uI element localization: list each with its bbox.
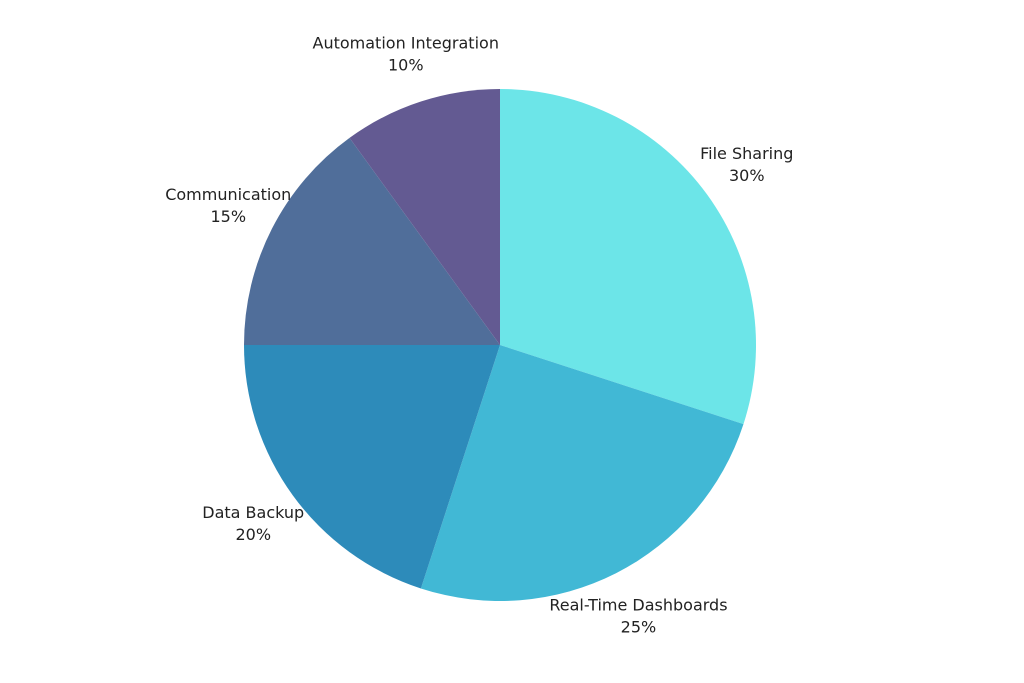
slice-label: File Sharing (700, 144, 793, 163)
slice-value-label: 15% (210, 207, 246, 226)
slice-value-label: 30% (729, 166, 765, 185)
slice-label: Real-Time Dashboards (549, 595, 727, 614)
pie-slice (244, 137, 500, 345)
slice-value-label: 10% (388, 55, 424, 74)
slice-value-label: 25% (621, 617, 657, 636)
slice-label: Automation Integration (313, 33, 499, 52)
pie-slice (244, 345, 500, 589)
slice-value-label: 20% (235, 525, 271, 544)
slice-label: Communication (165, 185, 291, 204)
pie-slice (420, 345, 744, 601)
pie-slice (349, 89, 500, 345)
pie-slice (500, 89, 756, 425)
slice-label: Data Backup (202, 503, 304, 522)
